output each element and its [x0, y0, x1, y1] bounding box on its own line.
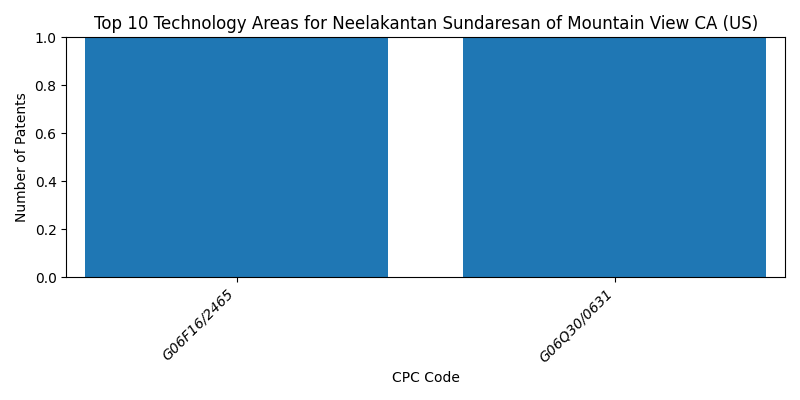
X-axis label: CPC Code: CPC Code [392, 371, 459, 385]
Title: Top 10 Technology Areas for Neelakantan Sundaresan of Mountain View CA (US): Top 10 Technology Areas for Neelakantan … [94, 15, 758, 33]
Bar [463, 37, 766, 277]
Y-axis label: Number of Patents: Number of Patents [15, 92, 29, 222]
Bar [85, 37, 388, 277]
